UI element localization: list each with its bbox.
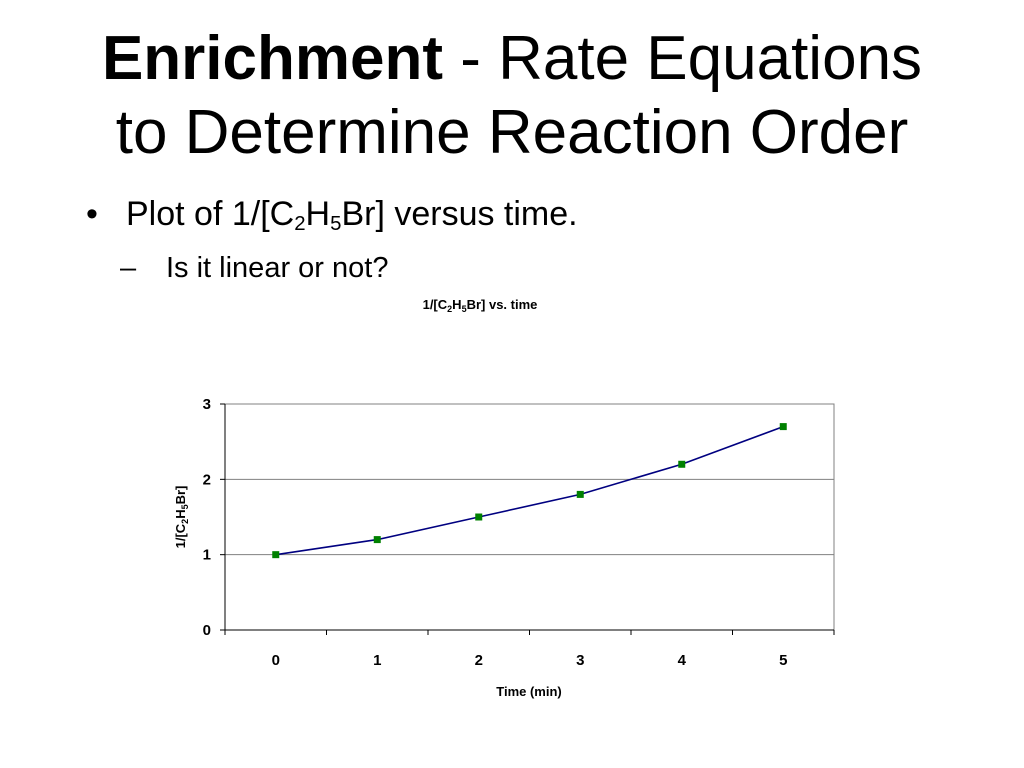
axes — [220, 403, 835, 635]
data-point — [272, 551, 280, 559]
y-label-prefix: 1/[C — [173, 523, 188, 548]
dash-marker: – — [120, 252, 137, 284]
data-point — [779, 423, 787, 431]
y-axis-label: 1/[C2H5Br] — [173, 486, 190, 549]
chart-title-suffix: Br] vs. time — [467, 297, 538, 312]
x-tick-label: 5 — [779, 652, 787, 669]
x-tick-label: 1 — [373, 652, 381, 669]
y-tick-label: 2 — [203, 471, 211, 488]
chart-title-prefix: 1/[C — [423, 297, 448, 312]
chart-title: 1/[C2H5Br] vs. time — [423, 297, 538, 314]
y-tick-label: 3 — [203, 396, 211, 413]
title-bold: Enrichment — [101, 24, 443, 93]
series-line — [275, 425, 784, 556]
y-label-mid: H — [173, 509, 188, 518]
chart-title-mid: H — [452, 297, 461, 312]
chart-title-sub1: 2 — [447, 304, 452, 314]
y-tick-label: 0 — [203, 622, 211, 639]
bullet1-prefix: Plot of 1/[C — [126, 195, 295, 233]
bullet-marker: • — [86, 195, 98, 233]
plot-area — [224, 403, 835, 631]
x-tick-label: 2 — [475, 652, 483, 669]
bullet1-sub2: 5 — [330, 213, 342, 236]
data-point — [475, 513, 483, 521]
slide-title: Enrichment - Rate Equations to Determine… — [0, 22, 1024, 170]
x-tick-labels: 0 1 2 3 4 5 — [272, 652, 788, 669]
bullet-is-it-linear: – Is it linear or not? — [120, 248, 388, 288]
x-axis-label: Time (min) — [496, 684, 562, 699]
y-label-sub1: 2 — [180, 519, 190, 524]
x-tick-label: 3 — [576, 652, 584, 669]
data-point — [678, 460, 686, 468]
y-label-suffix: Br] — [173, 486, 188, 505]
data-point — [576, 490, 584, 498]
title-rest: - Rate Equations — [443, 24, 923, 93]
chart-title-sub2: 5 — [462, 304, 467, 314]
x-tick-label: 0 — [272, 652, 280, 669]
title-line-1: Enrichment - Rate Equations — [0, 22, 1024, 96]
title-line-2: to Determine Reaction Order — [115, 98, 909, 167]
y-tick-label: 1 — [203, 547, 211, 564]
y-label-sub2: 5 — [180, 504, 190, 509]
data-point — [373, 536, 381, 544]
y-tick-labels: 0 1 2 3 — [203, 396, 211, 639]
series-layer — [272, 423, 787, 559]
bullet1-sub1: 2 — [294, 213, 306, 236]
bullet1-suffix: Br] versus time. — [341, 195, 578, 233]
bullet2-text: Is it linear or not? — [166, 252, 389, 284]
x-tick-label: 4 — [678, 652, 687, 669]
grid-lines — [225, 478, 834, 556]
bullet-plot-of: • Plot of 1/[C2H5Br] versus time. — [86, 192, 578, 236]
bullet1-mid: H — [305, 195, 331, 233]
